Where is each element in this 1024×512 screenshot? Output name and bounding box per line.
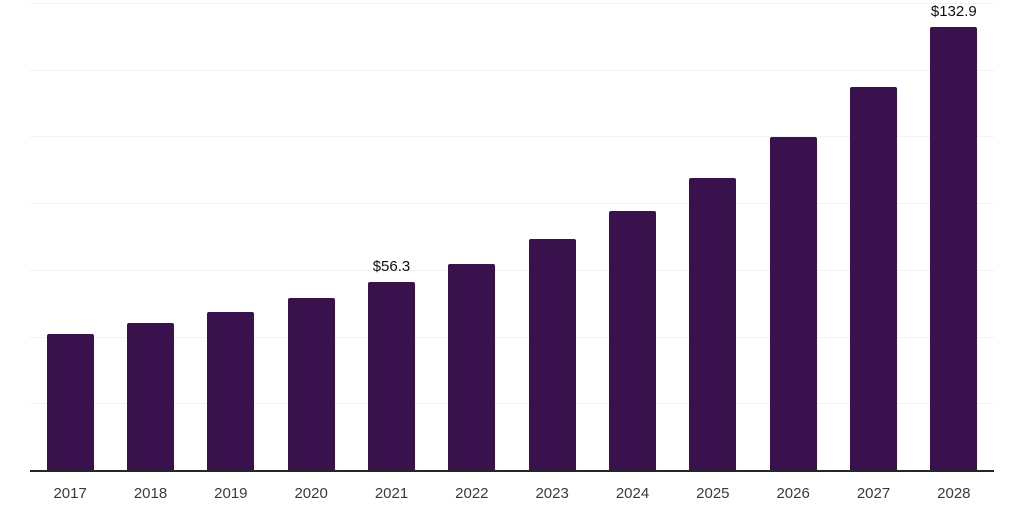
x-axis-line [30, 470, 994, 472]
x-tick-label-2024: 2024 [615, 485, 650, 502]
x-tick-label-2023: 2023 [535, 485, 569, 502]
bar-2024 [609, 211, 656, 470]
x-tick-label-2022: 2022 [455, 485, 489, 502]
gridline-140 [30, 3, 994, 4]
bar-value-label-2021: $56.3 [372, 258, 411, 276]
x-tick-label-2021: 2021 [374, 485, 409, 502]
bar-2020 [287, 298, 335, 470]
bar-2018 [127, 323, 174, 470]
gridline-120 [30, 69, 994, 71]
x-tick-label-2019: 2019 [214, 485, 248, 502]
bar-2027 [850, 86, 897, 470]
gridline-40 [30, 336, 994, 338]
bar-2025 [689, 178, 737, 470]
gridline-80 [30, 203, 994, 205]
x-tick-label-2025: 2025 [696, 485, 730, 502]
x-tick-label-2018: 2018 [133, 485, 168, 502]
bar-2019 [207, 311, 255, 470]
bar-value-label-2028: $132.9 [930, 2, 977, 20]
gridline-60 [30, 269, 994, 271]
bar-2022 [448, 263, 496, 470]
bar-2026 [769, 136, 817, 470]
gridline-20 [30, 403, 994, 405]
x-tick-label-2026: 2026 [776, 485, 810, 502]
bar-2028 [930, 26, 978, 470]
bar-2021 [368, 282, 415, 470]
x-tick-label-2020: 2020 [294, 485, 328, 502]
x-tick-label-2017: 2017 [53, 485, 87, 502]
gridline-100 [30, 136, 994, 138]
x-tick-label-2028: 2028 [937, 485, 971, 502]
bar-2023 [528, 239, 576, 470]
x-tick-label-2027: 2027 [856, 485, 891, 502]
bar-2017 [46, 333, 94, 470]
